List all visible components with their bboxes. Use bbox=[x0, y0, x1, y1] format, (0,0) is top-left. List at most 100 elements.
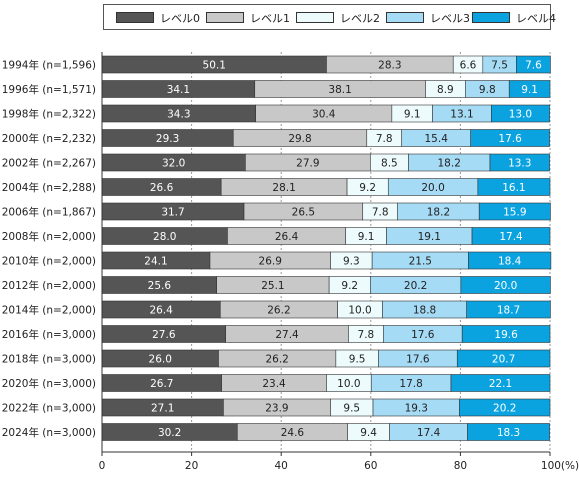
data-label: 9.5 bbox=[343, 403, 360, 415]
legend-swatch-level1 bbox=[206, 12, 244, 23]
x-tick-label: 60 bbox=[364, 460, 377, 472]
data-label: 19.1 bbox=[418, 231, 441, 243]
data-label: 18.7 bbox=[497, 305, 520, 317]
category-label: 2024年 (n=3,000) bbox=[2, 426, 96, 439]
category-label: 2016年 (n=3,000) bbox=[2, 328, 96, 341]
data-label: 9.1 bbox=[358, 231, 375, 243]
data-label: 17.4 bbox=[417, 427, 441, 439]
data-label: 17.6 bbox=[411, 329, 435, 341]
data-label: 8.9 bbox=[437, 84, 454, 96]
data-label: 15.4 bbox=[425, 133, 449, 145]
data-label: 7.8 bbox=[358, 329, 375, 341]
legend-swatch-level0 bbox=[116, 12, 154, 23]
category-label: 1998年 (n=2,322) bbox=[2, 108, 96, 121]
data-label: 28.3 bbox=[378, 60, 401, 72]
x-tick-label: 80 bbox=[454, 460, 467, 472]
bar-segment bbox=[461, 325, 551, 343]
legend-label-level4: レベル4 bbox=[516, 12, 556, 25]
data-label: 34.1 bbox=[167, 84, 190, 96]
data-label: 26.2 bbox=[267, 305, 290, 317]
x-tick-label: 100(%) bbox=[541, 460, 579, 472]
category-label: 2010年 (n=2,000) bbox=[2, 255, 96, 268]
data-label: 18.2 bbox=[438, 158, 461, 170]
data-label: 21.5 bbox=[409, 256, 432, 268]
bar-segment bbox=[459, 398, 551, 417]
data-label: 26.0 bbox=[149, 354, 172, 366]
data-label: 10.0 bbox=[348, 305, 371, 317]
data-label: 23.9 bbox=[265, 403, 288, 415]
data-label: 18.8 bbox=[413, 305, 436, 317]
category-label: 2022年 (n=3,000) bbox=[2, 402, 96, 415]
data-label: 23.4 bbox=[262, 378, 286, 390]
bar-segment bbox=[471, 227, 551, 245]
category-label: 2006年 (n=1,867) bbox=[2, 206, 96, 219]
data-label: 16.1 bbox=[502, 182, 525, 194]
bar-segment bbox=[456, 349, 551, 368]
category-label: 2000年 (n=2,232) bbox=[2, 132, 96, 145]
data-label: 30.2 bbox=[158, 427, 181, 439]
data-label: 20.2 bbox=[404, 280, 427, 292]
data-label: 17.6 bbox=[498, 133, 522, 145]
data-label: 17.4 bbox=[499, 231, 523, 243]
data-label: 19.6 bbox=[494, 329, 518, 341]
data-label: 9.3 bbox=[343, 256, 360, 268]
data-label: 17.6 bbox=[406, 354, 430, 366]
category-label: 2008年 (n=2,000) bbox=[2, 230, 96, 243]
data-label: 17.8 bbox=[399, 378, 422, 390]
data-label: 13.0 bbox=[509, 109, 532, 121]
data-label: 30.4 bbox=[312, 109, 336, 121]
data-label: 9.2 bbox=[341, 280, 358, 292]
bar-segment bbox=[516, 55, 551, 74]
category-label: 2020年 (n=3,000) bbox=[2, 377, 96, 390]
data-label: 15.9 bbox=[503, 207, 526, 219]
data-label: 22.1 bbox=[489, 378, 512, 390]
bar-segment bbox=[489, 153, 550, 172]
data-label: 29.3 bbox=[156, 133, 179, 145]
category-label: 2012年 (n=2,000) bbox=[2, 279, 96, 292]
data-label: 7.6 bbox=[525, 60, 542, 72]
data-label: 26.4 bbox=[275, 231, 299, 243]
legend-swatch-level4 bbox=[472, 12, 510, 23]
legend-label-level1: レベル1 bbox=[250, 12, 290, 25]
category-label: 2014年 (n=2,000) bbox=[2, 304, 96, 317]
bar-segment bbox=[508, 80, 551, 98]
data-label: 26.9 bbox=[259, 256, 282, 268]
data-label: 7.5 bbox=[491, 60, 508, 72]
data-label: 6.6 bbox=[460, 60, 477, 72]
data-label: 32.0 bbox=[162, 158, 185, 170]
data-label: 27.4 bbox=[275, 329, 299, 341]
data-label: 8.5 bbox=[381, 158, 398, 170]
data-label: 9.4 bbox=[360, 427, 377, 439]
data-label: 20.0 bbox=[421, 182, 444, 194]
data-label: 26.5 bbox=[292, 207, 315, 219]
data-label: 20.7 bbox=[492, 354, 515, 366]
data-label: 25.1 bbox=[261, 280, 284, 292]
data-label: 13.1 bbox=[450, 109, 473, 121]
x-tick-label: 20 bbox=[185, 460, 198, 472]
category-label: 2018年 (n=3,000) bbox=[2, 353, 96, 366]
bar-segment bbox=[470, 129, 550, 147]
data-label: 34.3 bbox=[167, 109, 190, 121]
data-label: 9.1 bbox=[521, 84, 538, 96]
data-label: 24.6 bbox=[281, 427, 305, 439]
bar-segment bbox=[467, 423, 550, 441]
bar-segment bbox=[478, 202, 551, 221]
legend: レベル0 レベル1 レベル2 レベル3 レベル4 bbox=[103, 4, 556, 30]
legend-label-level3: レベル3 bbox=[430, 12, 470, 25]
category-label: 1994年 (n=1,596) bbox=[2, 59, 96, 72]
data-label: 7.8 bbox=[376, 133, 393, 145]
data-label: 28.0 bbox=[153, 231, 176, 243]
data-label: 50.1 bbox=[203, 60, 226, 72]
bar-segment bbox=[460, 276, 551, 294]
data-label: 9.5 bbox=[349, 354, 366, 366]
data-label: 9.8 bbox=[479, 84, 496, 96]
data-label: 10.0 bbox=[337, 378, 360, 390]
legend-label-level2: レベル2 bbox=[340, 12, 380, 25]
data-label: 26.2 bbox=[265, 354, 288, 366]
category-label: 2002年 (n=2,267) bbox=[2, 157, 96, 170]
legend-label-level0: レベル0 bbox=[160, 12, 200, 25]
x-tick-label: 40 bbox=[275, 460, 288, 472]
data-label: 26.4 bbox=[149, 305, 173, 317]
data-label: 18.4 bbox=[498, 256, 522, 268]
